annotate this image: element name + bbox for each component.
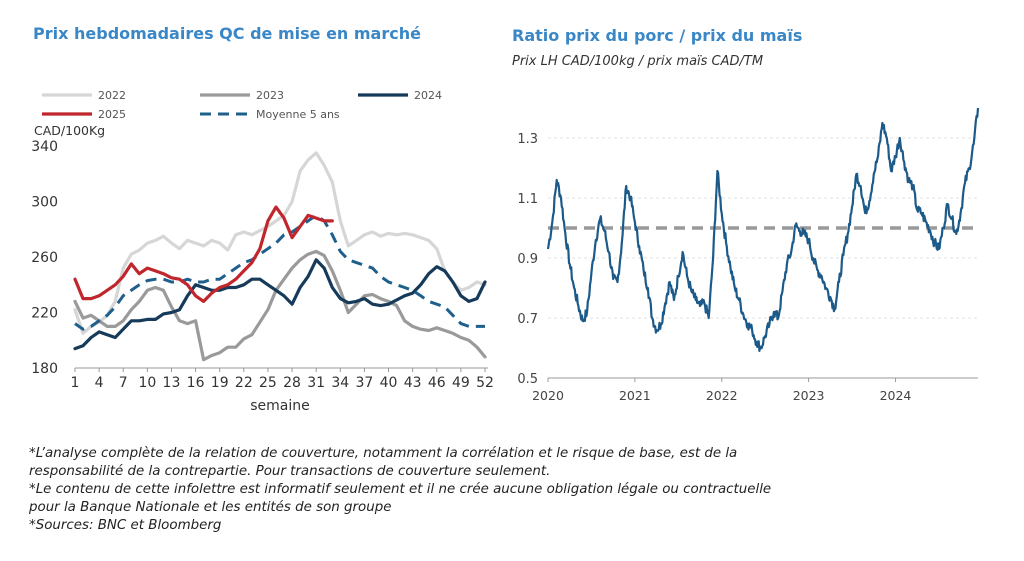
legend-label-2025: 2025 <box>98 108 126 121</box>
y-tick-label: 180 <box>31 361 58 377</box>
weekly-prices-chart: 180 220 260 300 340 1 4 7 10 13 16 19 22 25 28 31 34 37 40… <box>31 89 494 414</box>
x-tick-label: 31 <box>307 375 325 391</box>
x-tick-label: 2022 <box>706 388 738 403</box>
footnote-line: *Le contenu de cette infolettre est info… <box>29 482 772 497</box>
series-line-2022 <box>73 151 487 335</box>
y-axis-label: CAD/100Kg <box>34 123 105 138</box>
x-tick-label: 49 <box>452 375 470 391</box>
x-tick-label: 2023 <box>793 388 825 403</box>
x-tick-label: 43 <box>404 375 422 391</box>
y-tick-label: 260 <box>31 250 58 266</box>
x-tick-label: 28 <box>283 375 301 391</box>
y-tick-label: 0.9 <box>517 252 538 267</box>
x-axis-label: semaine <box>250 398 310 414</box>
x-tick-label: 25 <box>259 375 277 391</box>
ratio-series-line <box>546 107 980 352</box>
y-tick-label: 220 <box>31 306 58 322</box>
series-line-2023 <box>73 249 487 362</box>
right-chart-subtitle: Prix LH CAD/100kg / prix maïs CAD/TM <box>512 54 764 69</box>
left-chart-title: Prix hebdomadaires QC de mise en marché <box>33 24 421 43</box>
x-tick-label: 2021 <box>619 388 651 403</box>
hog-corn-ratio-chart: 0.5 0.7 0.9 1.1 1.3 2020 2021 2022 2023 2024 <box>517 107 980 403</box>
footnote-line: *Sources: BNC et Bloomberg <box>29 518 222 533</box>
x-tick-label: 52 <box>476 375 494 391</box>
y-tick-label: 0.7 <box>517 312 538 327</box>
y-tick-label: 1.3 <box>517 132 538 147</box>
footnote-line: *L’analyse complète de la relation de co… <box>29 446 738 461</box>
x-tick-label: 37 <box>355 375 373 391</box>
x-tick-label: 13 <box>163 375 181 391</box>
x-tick-label: 40 <box>380 375 398 391</box>
footnote-line: responsabilité de la contrepartie. Pour … <box>29 464 551 479</box>
x-tick-label: 19 <box>211 375 229 391</box>
right-chart-title: Ratio prix du porc / prix du maïs <box>512 26 803 45</box>
x-tick-label: 46 <box>428 375 446 391</box>
x-tick-label: 22 <box>235 375 253 391</box>
x-tick-label: 10 <box>138 375 156 391</box>
y-tick-label: 300 <box>31 195 58 211</box>
x-tick-label: 2024 <box>880 388 912 403</box>
y-tick-label: 0.5 <box>517 372 538 387</box>
legend-label-2023: 2023 <box>256 89 284 102</box>
footnotes: *L’analyse complète de la relation de co… <box>29 445 849 535</box>
x-tick-label: 1 <box>71 375 80 391</box>
x-tick-label: 16 <box>187 375 205 391</box>
series-line-2025 <box>73 205 334 303</box>
legend-label-moyenne-5-ans: Moyenne 5 ans <box>256 108 340 121</box>
x-tick-label: 4 <box>95 375 104 391</box>
x-tick-label: 34 <box>331 375 349 391</box>
series-line-moyenne-5-ans <box>74 213 485 331</box>
y-tick-label: 340 <box>31 139 58 155</box>
series-line-2024 <box>73 258 487 351</box>
legend-label-2022: 2022 <box>98 89 126 102</box>
y-tick-label: 1.1 <box>517 192 538 207</box>
legend-label-2024: 2024 <box>414 89 442 102</box>
x-tick-label: 7 <box>119 375 128 391</box>
x-tick-label: 2020 <box>532 388 564 403</box>
footnote-line: pour la Banque Nationale et les entités … <box>29 500 392 515</box>
